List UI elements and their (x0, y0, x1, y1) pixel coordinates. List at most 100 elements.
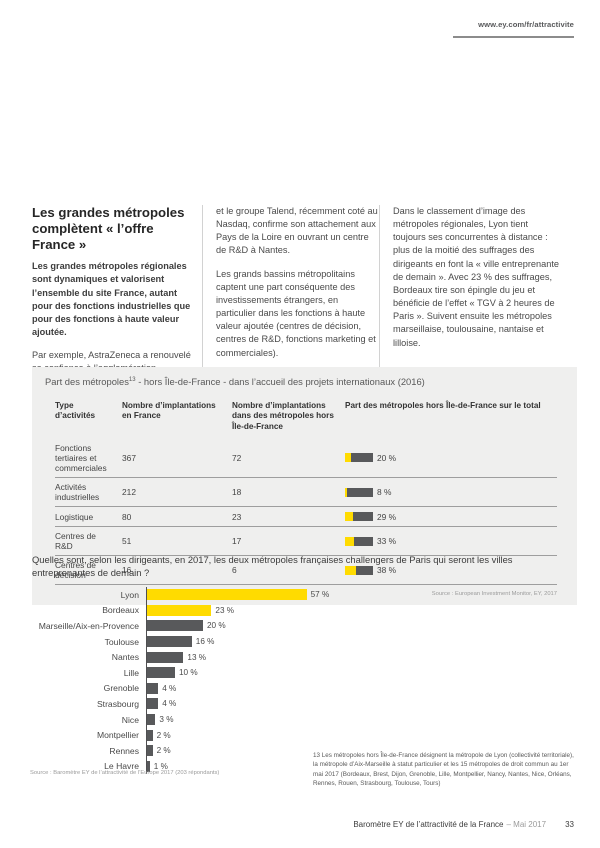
chart-value-label: 2 % (156, 730, 171, 740)
article-columns: Les grandes métropoles complètent « l’of… (32, 205, 577, 389)
table-row: Centres de R&D 51 17 33 % (55, 527, 557, 557)
chart-bar-track: 1 % (146, 758, 362, 775)
chart-category-label: Le Havre (104, 761, 139, 772)
chart-bar-row: Strasbourg 4 % (32, 696, 362, 712)
table-row: Centres de décision 16 6 38 % (55, 556, 557, 586)
chart-category-label: Rennes (109, 745, 139, 756)
chart-bar-track: 4 % (146, 696, 362, 712)
chart-question: Quelles sont, selon les dirigeants, en 2… (32, 554, 513, 578)
column-header-share: Part des métropoles hors Île-de-France s… (345, 401, 541, 410)
share-minibar-fill (345, 487, 348, 497)
chart-category-label: Nice (121, 714, 139, 725)
cell-share: 33 % (345, 536, 557, 546)
chart-bar-row: Lyon 57 % (32, 587, 362, 603)
cell-implantations-france: 51 (122, 536, 132, 547)
chart-bar-row: Montpellier 2 % (32, 727, 362, 743)
header-rule (453, 36, 574, 38)
article-column-2: et le groupe Talend, récemment coté au N… (202, 205, 379, 389)
chart-bar (147, 667, 175, 679)
share-minibar-fill (345, 512, 354, 522)
chart-bar (147, 698, 159, 710)
cell-activity: Activités industrielles (55, 481, 100, 503)
share-minibar (345, 565, 373, 575)
cell-activity: Centres de décision (55, 560, 96, 581)
table-title-prefix: Part des métropoles (45, 376, 129, 387)
chart-bar-track: 57 % (146, 587, 362, 603)
cell-implantations-france: 212 (122, 487, 136, 498)
chart-value-label: 2 % (156, 746, 171, 756)
chart-value-label: 57 % (310, 590, 330, 600)
footer-page-number: 33 (565, 820, 574, 829)
table-row: Activités industrielles 212 18 8 % (55, 478, 557, 508)
article-paragraph: et le groupe Talend, récemment coté au N… (216, 206, 378, 256)
chart-category-label: Marseille/Aix-en-Provence (38, 620, 139, 631)
chart-bar-track: 20 % (146, 618, 362, 634)
chart-source: Source : Baromètre EY de l’attractivité … (30, 770, 220, 776)
chart-category-label: Nantes (111, 652, 139, 663)
chart-bar (147, 760, 150, 772)
column-header-france: Nombre d’implantations en France (122, 401, 216, 421)
cell-implantations-france: 16 (122, 565, 132, 576)
chart-value-label: 4 % (162, 699, 177, 709)
chart-value-label: 1 % (153, 761, 168, 771)
chart-category-label: Grenoble (103, 683, 139, 694)
table-source: Source : European Investment Monitor, EY… (431, 591, 557, 598)
attractiveness-url-link[interactable]: www.ey.com/fr/attractivite (478, 20, 574, 29)
chart-bar-row: Marseille/Aix-en-Provence 20 % (32, 618, 362, 634)
metropoles-table-box: Part des métropoles13 - hors Île-de-Fran… (32, 367, 577, 606)
table-title-suffix: - hors Île-de-France - dans l’accueil de… (135, 376, 425, 387)
chart-bar (147, 636, 192, 648)
share-minibar (345, 512, 373, 522)
footer-date: – Mai 2017 (506, 820, 547, 829)
chart-bar (147, 745, 153, 757)
chart-bar-track: 2 % (146, 727, 362, 743)
chart-bar-row: Lille 10 % (32, 664, 362, 681)
chart-bar-row: Rennes 2 % (32, 742, 362, 759)
chart-bar-row: Bordeaux 23 % (32, 602, 362, 619)
table-header-row: Type d’activités Nombre d’implantations … (55, 401, 557, 439)
chart-bar-track: 13 % (146, 649, 362, 665)
cell-implantations-metropoles: 6 (232, 565, 237, 576)
chart-bar (147, 589, 307, 601)
article-paragraph: Dans le classement d’image des métropole… (393, 206, 559, 348)
share-value-label: 20 % (377, 452, 397, 463)
share-minibar-fill (345, 536, 355, 546)
share-value-label: 38 % (377, 565, 397, 576)
share-minibar-fill (345, 565, 356, 575)
chart-bar-track: 16 % (146, 633, 362, 650)
chart-bar-track: 3 % (146, 711, 362, 728)
chart-category-label: Strasbourg (96, 698, 139, 709)
table-body: Fonctions tertiaires et commerciales 367 7… (55, 439, 557, 586)
chart-bar (147, 682, 159, 694)
column-header-activity: Type d’activités (55, 401, 96, 421)
page-footer: Baromètre EY de l’attractivité de la Fra… (353, 820, 574, 829)
table-row: Logistique 80 23 29 % (55, 507, 557, 528)
chart-value-label: 13 % (187, 652, 207, 662)
chart-bar-track: 4 % (146, 680, 362, 697)
column-header-metropoles: Nombre d’implantations dans des métropol… (232, 401, 334, 431)
share-minibar-fill (345, 453, 351, 463)
chart-value-label: 20 % (207, 621, 226, 631)
cell-activity: Centres de R&D (55, 531, 96, 552)
cell-share: 8 % (345, 487, 557, 497)
share-value-label: 8 % (377, 487, 392, 498)
share-value-label: 29 % (377, 511, 397, 522)
chart-bar (147, 714, 156, 726)
share-minibar (345, 453, 373, 463)
table-row: Fonctions tertiaires et commerciales 367 7… (55, 439, 557, 478)
cell-implantations-france: 80 (122, 511, 132, 522)
footnote-13: 13 Les métropoles hors Île-de-France dés… (313, 752, 574, 788)
chart-bar-row: Nantes 13 % (32, 649, 362, 665)
table-title: Part des métropoles13 - hors Île-de-Fran… (45, 376, 557, 387)
chart-bar-row: Grenoble 4 % (32, 680, 362, 697)
table-footnote-ref: 13 (128, 376, 136, 383)
chart-bar-row: Nice 3 % (32, 711, 362, 728)
article-paragraph: Les grands bassins métropolitains capten… (216, 268, 376, 358)
cell-implantations-metropoles: 72 (232, 452, 242, 463)
chart-bar (147, 604, 212, 616)
chart-value-label: 10 % (179, 668, 198, 678)
chart-value-label: 23 % (215, 605, 235, 615)
chart-bar-track: 2 % (146, 742, 362, 759)
chart-bar-track: 10 % (146, 664, 362, 681)
